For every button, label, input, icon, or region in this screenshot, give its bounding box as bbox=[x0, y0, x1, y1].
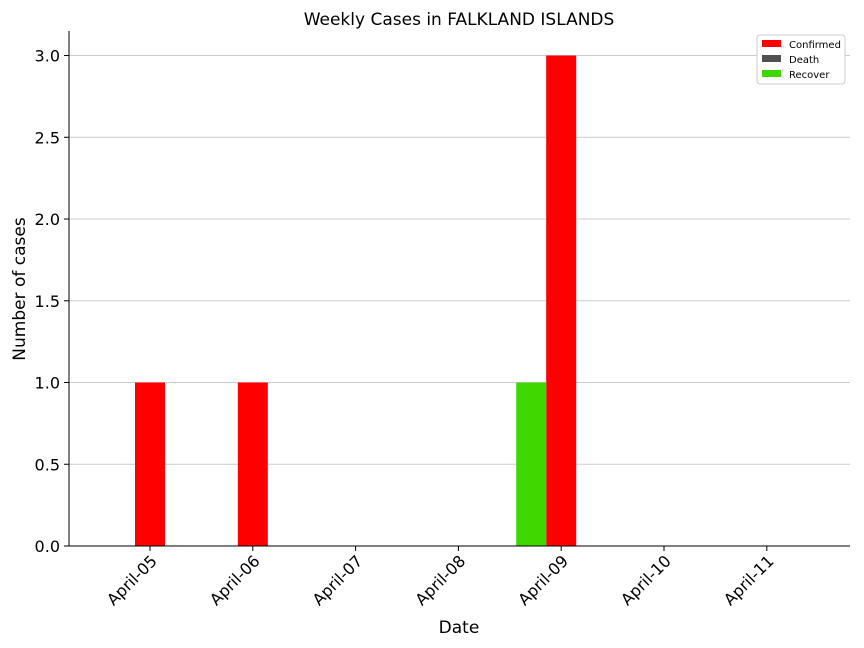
legend-label-recover: Recover bbox=[789, 70, 830, 81]
gridlines bbox=[69, 55, 850, 465]
y-tick-label: 1.0 bbox=[35, 374, 60, 393]
bars bbox=[135, 55, 577, 547]
x-tick-label: April-07 bbox=[309, 551, 367, 609]
x-tick-label: April-10 bbox=[617, 551, 675, 609]
legend-swatch-death bbox=[762, 55, 781, 62]
legend-swatch-confirmed bbox=[762, 40, 781, 47]
chart-title: Weekly Cases in FALKLAND ISLANDS bbox=[304, 10, 615, 30]
x-tick-label: April-11 bbox=[720, 551, 778, 609]
y-tick-label: 0.5 bbox=[35, 455, 60, 474]
y-ticks: 0.0 0.5 1.0 1.5 2.0 2.5 3.0 bbox=[35, 47, 69, 556]
legend-label-confirmed: Confirmed bbox=[789, 40, 841, 51]
legend-label-death: Death bbox=[789, 55, 819, 66]
y-tick-label: 2.5 bbox=[35, 128, 60, 147]
y-tick-label: 1.5 bbox=[35, 292, 60, 311]
y-axis-label: Number of cases bbox=[10, 217, 30, 361]
x-tick-label: April-06 bbox=[206, 551, 264, 609]
bar-confirmed bbox=[135, 382, 165, 546]
x-tick-label: April-08 bbox=[411, 551, 469, 609]
y-tick-label: 3.0 bbox=[35, 47, 60, 66]
bar-recover bbox=[516, 382, 547, 546]
x-axis-label: Date bbox=[439, 618, 480, 638]
bar-confirmed bbox=[237, 382, 268, 546]
legend: Confirmed Death Recover bbox=[756, 34, 846, 85]
bar-confirmed bbox=[546, 55, 577, 547]
legend-swatch-recover bbox=[762, 70, 781, 77]
y-tick-label: 2.0 bbox=[35, 210, 60, 229]
x-ticks: April-05 April-06 April-07 April-08 April-09… bbox=[103, 546, 778, 609]
x-tick-label: April-05 bbox=[103, 551, 161, 609]
y-tick-label: 0.0 bbox=[35, 537, 60, 556]
x-tick-label: April-09 bbox=[514, 551, 572, 609]
